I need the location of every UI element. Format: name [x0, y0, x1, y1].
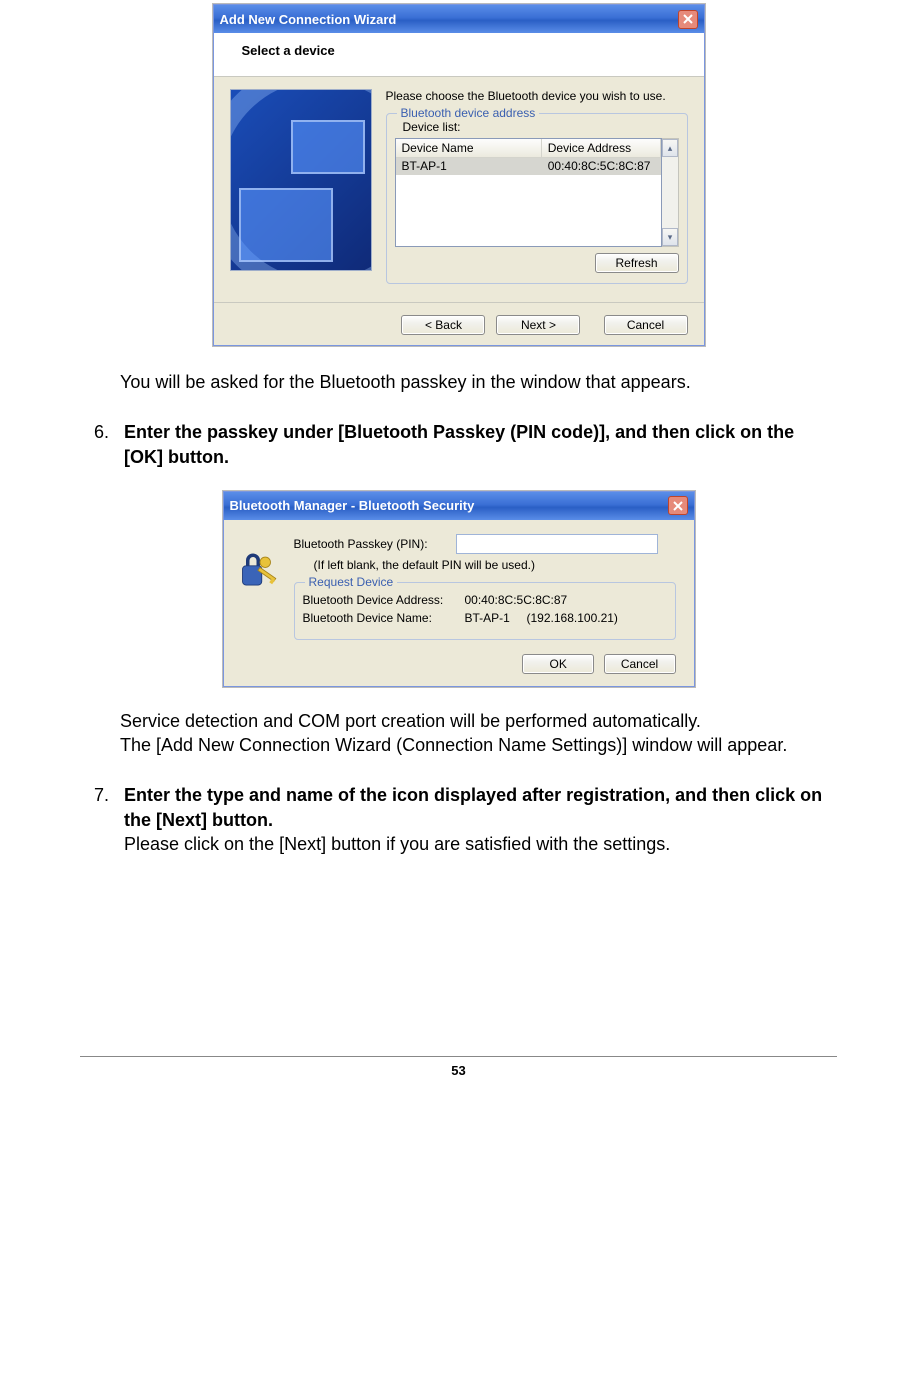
step-6-instruction: Enter the passkey under [Bluetooth Passk…: [124, 422, 794, 466]
paragraph-line: Service detection and COM port creation …: [120, 709, 837, 733]
cell-device-address: 00:40:8C:5C:8C:87: [542, 158, 662, 175]
next-button[interactable]: Next >: [496, 315, 580, 335]
device-list-label: Device list:: [395, 120, 679, 134]
key-icon: [238, 534, 282, 674]
dialog2-titlebar: Bluetooth Manager - Bluetooth Security: [224, 492, 694, 520]
dialog1-fieldset-legend: Bluetooth device address: [397, 106, 540, 120]
dialog1-titlebar: Add New Connection Wizard: [214, 5, 704, 33]
table-blank-area: [396, 175, 662, 246]
page-number: 53: [40, 1063, 877, 1078]
wizard-illustration: [230, 89, 372, 271]
back-button[interactable]: < Back: [401, 315, 485, 335]
device-list[interactable]: Device Name Device Address BT-AP-1 00:40…: [395, 138, 679, 247]
dialog1-prompt: Please choose the Bluetooth device you w…: [386, 89, 688, 103]
ok-button[interactable]: OK: [522, 654, 594, 674]
cancel-button[interactable]: Cancel: [604, 315, 688, 335]
paragraph: Service detection and COM port creation …: [120, 709, 837, 758]
scroll-track[interactable]: [662, 157, 677, 228]
device-name-value: BT-AP-1 (192.168.100.21): [465, 611, 618, 625]
col-device-address: Device Address: [542, 139, 662, 158]
bluetooth-security-window: Bluetooth Manager - Bluetooth Security B…: [223, 491, 695, 687]
device-name-label: Bluetooth Device Name:: [303, 611, 465, 625]
dialog2-button-row: OK Cancel: [294, 648, 676, 674]
col-device-name: Device Name: [396, 139, 542, 158]
dialog1-button-row: < Back Next > Cancel: [214, 302, 704, 345]
device-address-value: 00:40:8C:5C:8C:87: [465, 593, 568, 607]
dialog2-title: Bluetooth Manager - Bluetooth Security: [230, 498, 475, 513]
close-icon[interactable]: [668, 496, 688, 515]
step-7: 7. Enter the type and name of the icon d…: [94, 783, 837, 856]
dialog1-header: Select a device: [214, 33, 704, 77]
paragraph: You will be asked for the Bluetooth pass…: [120, 370, 837, 394]
step-number: 7.: [94, 783, 124, 856]
request-device-fieldset: Request Device Bluetooth Device Address:…: [294, 582, 676, 640]
step-7-note: Please click on the [Next] button if you…: [124, 832, 837, 856]
device-address-fieldset: Bluetooth device address Device list: De…: [386, 113, 688, 284]
add-connection-wizard-window: Add New Connection Wizard Select a devic…: [213, 4, 705, 346]
table-row[interactable]: BT-AP-1 00:40:8C:5C:8C:87: [396, 158, 662, 175]
paragraph-line: The [Add New Connection Wizard (Connecti…: [120, 733, 837, 757]
passkey-input[interactable]: [456, 534, 658, 554]
device-address-label: Bluetooth Device Address:: [303, 593, 465, 607]
passkey-note: (If left blank, the default PIN will be …: [294, 558, 676, 572]
page-rule: [80, 1056, 837, 1057]
step-7-instruction: Enter the type and name of the icon disp…: [124, 783, 837, 832]
cell-device-name: BT-AP-1: [396, 158, 542, 175]
dialog1-title: Add New Connection Wizard: [220, 12, 397, 27]
step-6: 6. Enter the passkey under [Bluetooth Pa…: [94, 420, 837, 469]
device-list-scrollbar[interactable]: ▴ ▾: [662, 138, 678, 247]
table-header-row: Device Name Device Address: [396, 139, 662, 158]
step-number: 6.: [94, 420, 124, 469]
close-icon[interactable]: [678, 10, 698, 29]
cancel-button[interactable]: Cancel: [604, 654, 676, 674]
passkey-label: Bluetooth Passkey (PIN):: [294, 537, 456, 551]
dialog2-fieldset-legend: Request Device: [305, 575, 398, 589]
refresh-button[interactable]: Refresh: [595, 253, 679, 273]
scroll-up-button[interactable]: ▴: [662, 139, 677, 157]
scroll-down-button[interactable]: ▾: [662, 228, 677, 246]
